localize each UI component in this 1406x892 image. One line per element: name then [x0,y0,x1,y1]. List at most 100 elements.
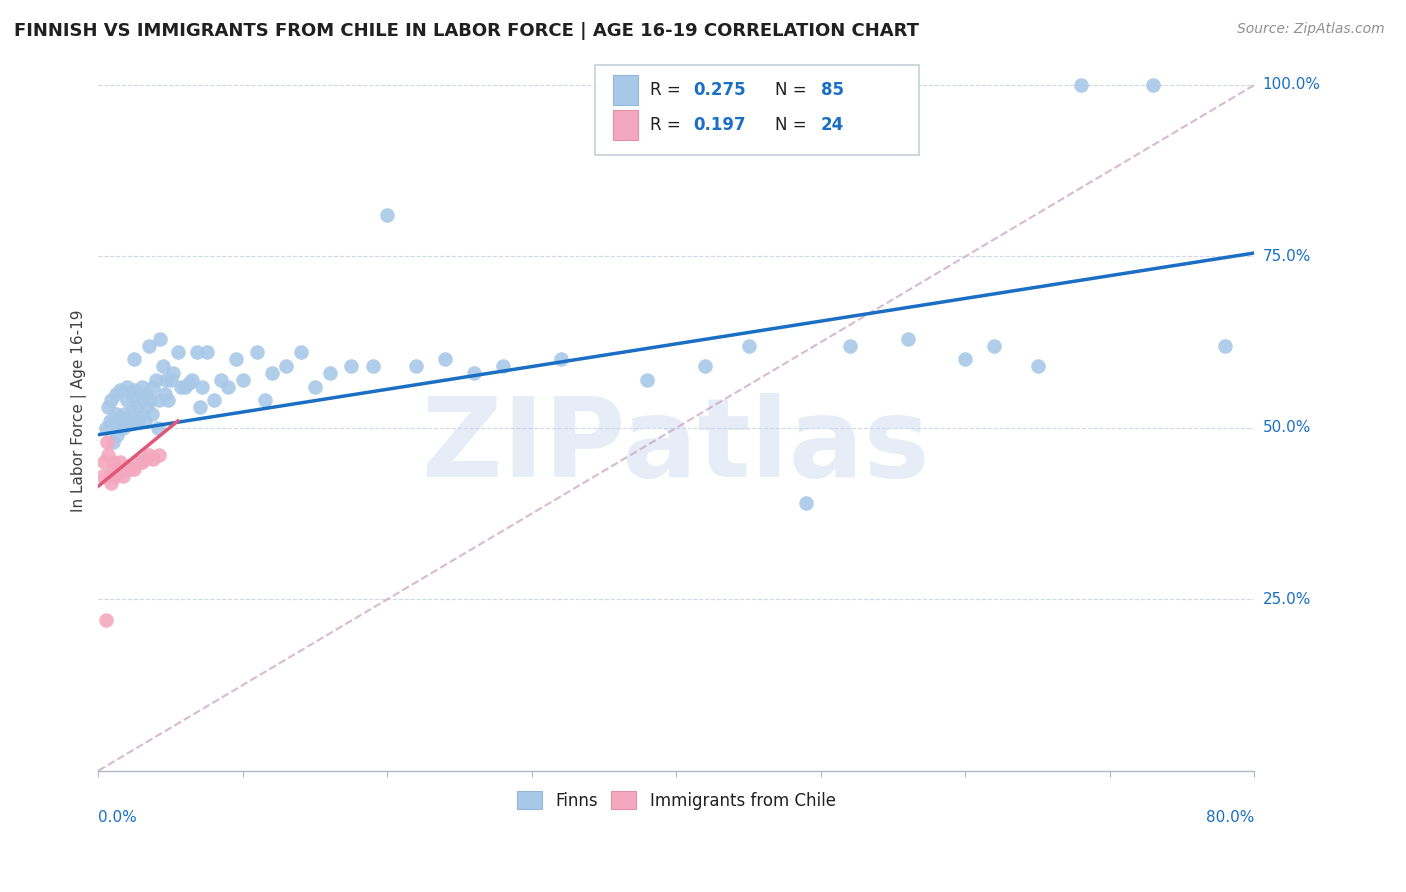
Point [318,366,340,380]
Point [246,345,269,359]
Point [896,332,918,346]
Point [191,380,214,394]
Point [134,451,156,466]
Text: 50.0%: 50.0% [1263,420,1310,435]
FancyBboxPatch shape [595,65,920,155]
Point [153,386,176,401]
Point [101,462,124,476]
Point [101,414,124,428]
Point [166,345,188,359]
Point [108,417,131,432]
Point [152,359,174,373]
Point [96,434,118,449]
Point [636,373,658,387]
Text: N =: N = [775,81,811,99]
Point [94,421,117,435]
Point [276,359,298,373]
Point [136,401,159,415]
Point [108,455,131,469]
Point [1215,338,1237,352]
Text: ZIPatlas: ZIPatlas [422,393,931,500]
Point [217,380,239,394]
Point [253,393,276,408]
Point [97,401,120,415]
Text: 75.0%: 75.0% [1263,249,1310,264]
Point [100,393,122,408]
Text: 0.197: 0.197 [693,116,747,134]
Y-axis label: In Labor Force | Age 16-19: In Labor Force | Age 16-19 [72,310,87,512]
Point [125,414,148,428]
Point [195,345,218,359]
Text: 0.275: 0.275 [693,81,747,99]
Point [138,448,160,462]
Point [186,345,208,359]
Point [98,414,121,428]
Point [148,448,170,462]
Text: 85: 85 [821,81,844,99]
Point [463,366,485,380]
Point [134,414,156,428]
Point [1142,78,1164,92]
Point [232,373,254,387]
Point [225,352,247,367]
Text: 80.0%: 80.0% [1206,810,1254,825]
Legend: Finns, Immigrants from Chile: Finns, Immigrants from Chile [510,784,842,816]
Point [737,338,759,352]
Point [340,359,363,373]
Point [142,451,165,466]
Point [122,390,145,404]
Point [202,393,225,408]
Point [188,401,211,415]
Point [103,455,125,469]
Point [112,407,135,421]
Point [118,417,141,432]
Point [145,373,167,387]
Point [131,380,153,394]
Text: 24: 24 [821,116,844,134]
Point [377,208,399,222]
Point [174,380,197,394]
Point [209,373,232,387]
Text: 25.0%: 25.0% [1263,591,1310,607]
Point [117,458,139,473]
Point [156,393,179,408]
Point [492,359,515,373]
Point [93,455,115,469]
Point [121,403,143,417]
Point [104,468,127,483]
Point [108,410,131,425]
Point [138,338,160,352]
Point [181,373,204,387]
Point [148,393,170,408]
Point [124,352,146,367]
Point [98,468,121,483]
Point [796,496,818,510]
Text: N =: N = [775,116,811,134]
Point [141,407,163,421]
Point [550,352,572,367]
Point [179,376,201,391]
Point [159,373,181,387]
Point [91,468,114,483]
FancyBboxPatch shape [613,110,638,140]
Point [117,393,139,408]
Point [104,386,127,401]
Point [149,332,172,346]
Text: 0.0%: 0.0% [98,810,138,825]
Point [104,407,127,421]
Point [128,455,150,469]
Text: R =: R = [650,81,686,99]
Point [111,468,134,483]
Point [97,448,120,462]
Point [124,383,146,397]
Point [983,338,1005,352]
Point [162,366,184,380]
Point [127,401,149,415]
Point [434,352,457,367]
Point [695,359,717,373]
Point [260,366,283,380]
Point [405,359,427,373]
Point [124,462,146,476]
Point [132,393,155,408]
Point [838,338,860,352]
